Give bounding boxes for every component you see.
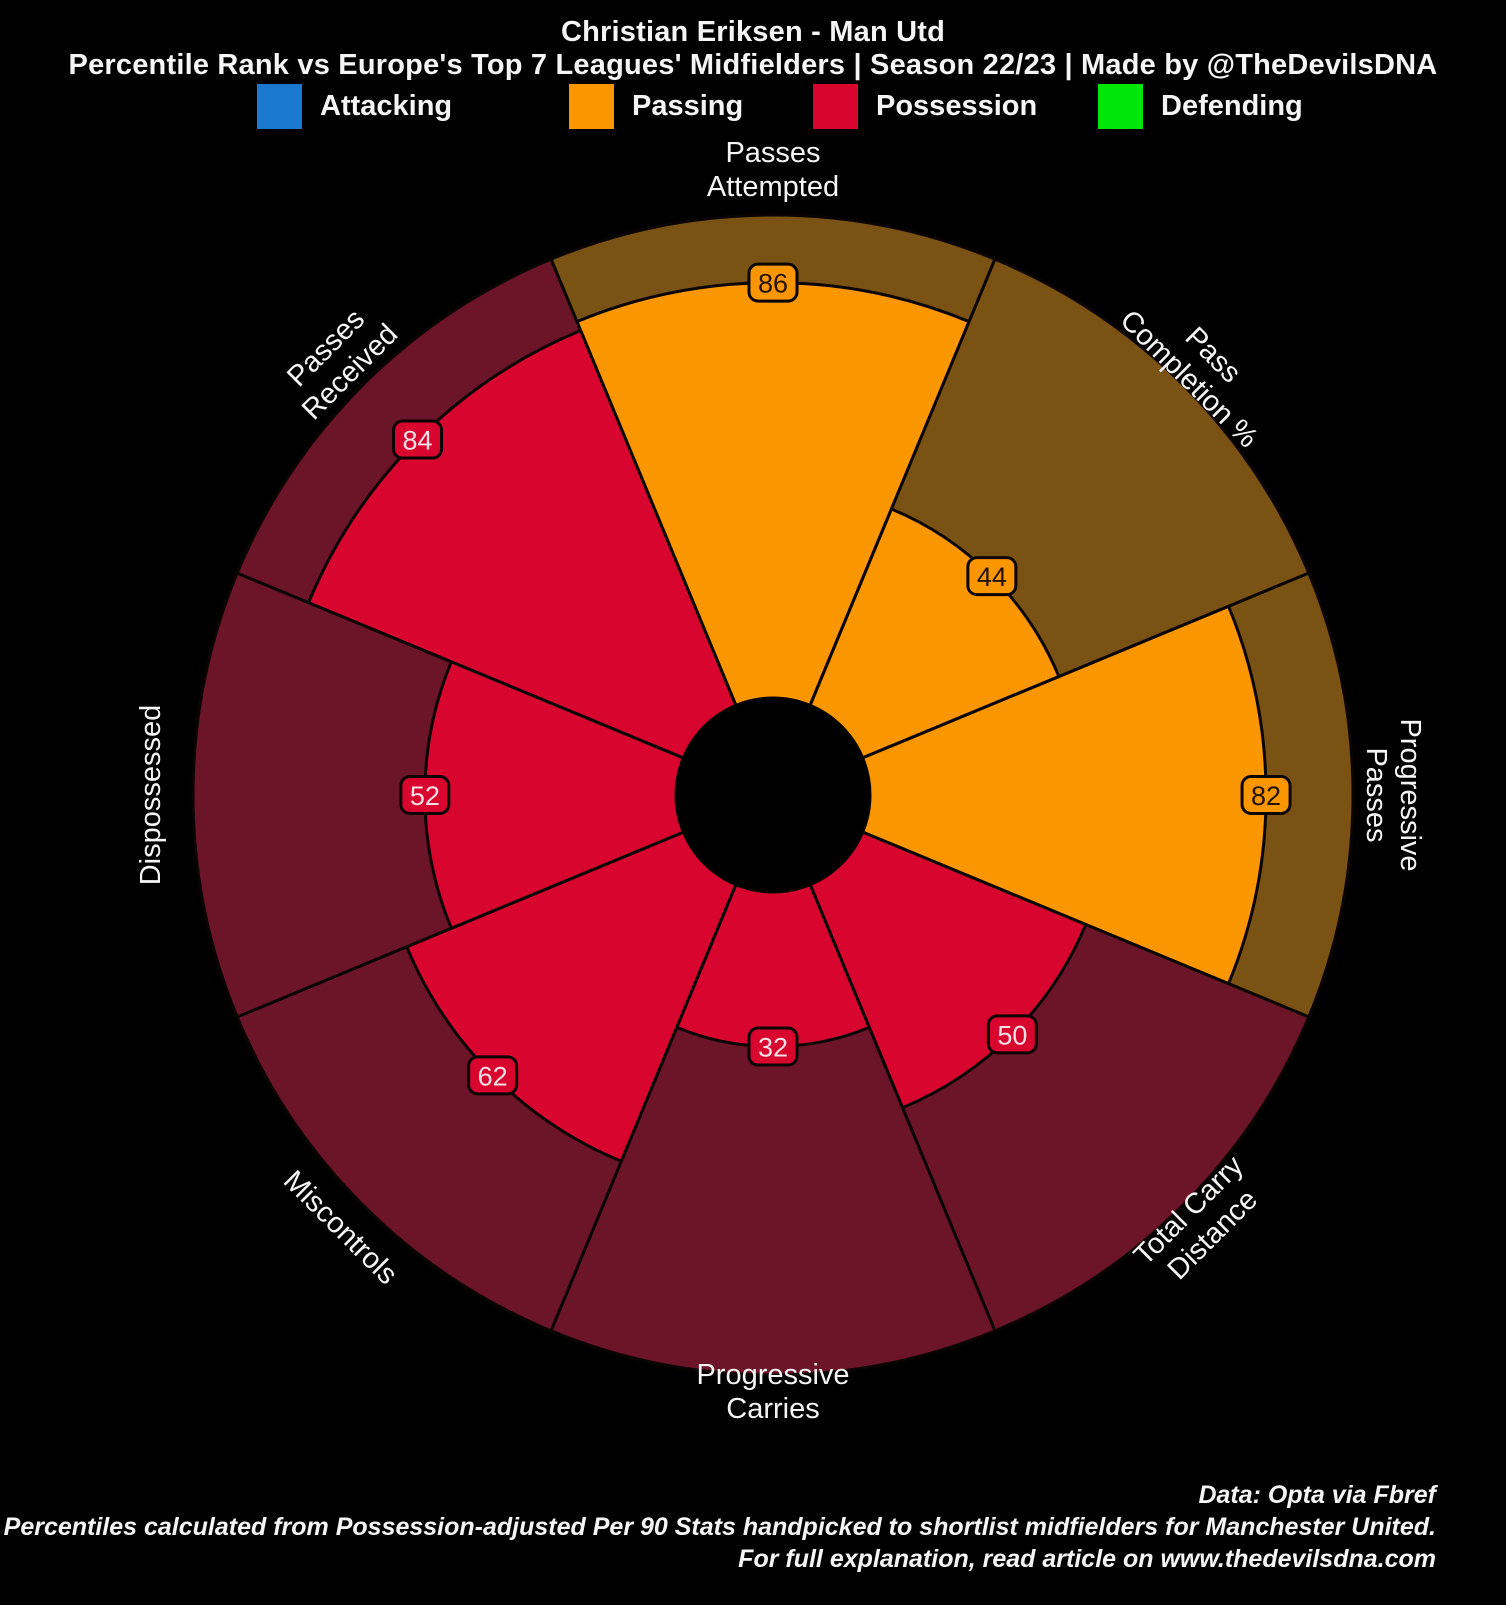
value-badge-total-carry-distance bbox=[986, 1014, 1038, 1055]
value-badge-passes-received bbox=[392, 419, 444, 460]
center-hole bbox=[676, 698, 870, 892]
slice-label-dispossessed: Dispossessed bbox=[135, 705, 167, 886]
value-badge-progressive-carries bbox=[747, 1026, 799, 1067]
footer-credits: Data: Opta via Fbref Percentiles calcula… bbox=[4, 1479, 1436, 1575]
value-progressive-carries: 32 bbox=[758, 1033, 788, 1063]
slice-label-progressive-carries: Progressive Carries bbox=[696, 1359, 849, 1425]
value-progressive-passes: 82 bbox=[1251, 781, 1281, 811]
legend-item-passing: Passing bbox=[569, 83, 743, 129]
value-miscontrols: 62 bbox=[478, 1061, 508, 1091]
legend-label-attacking: Attacking bbox=[320, 89, 453, 122]
value-pass-completion: 44 bbox=[977, 562, 1007, 592]
legend-item-possession: Possession bbox=[813, 83, 1037, 129]
value-badge-dispossessed bbox=[399, 775, 451, 815]
legend-item-defending: Defending bbox=[1098, 83, 1303, 129]
slice-label-passes-attempted: Passes Attempted bbox=[707, 137, 839, 203]
legend-label-defending: Defending bbox=[1161, 89, 1303, 122]
footer-method-note: Percentiles calculated from Possession-a… bbox=[3, 1513, 1436, 1541]
value-badge-passes-attempted bbox=[747, 262, 799, 303]
attacking-swatch bbox=[257, 83, 302, 129]
footer-data-source: Data: Opta via Fbref bbox=[1198, 1481, 1436, 1509]
legend-label-possession: Possession bbox=[876, 89, 1038, 122]
value-badge-miscontrols bbox=[467, 1055, 519, 1096]
value-badge-pass-completion bbox=[966, 556, 1018, 597]
legend-item-attacking: Attacking bbox=[257, 83, 452, 129]
possession-swatch bbox=[813, 83, 858, 129]
page-subtitle: Percentile Rank vs Europe's Top 7 League… bbox=[68, 49, 1438, 81]
value-badge-progressive-passes bbox=[1240, 775, 1292, 815]
defending-swatch bbox=[1098, 83, 1143, 129]
footer-article-note: For full explanation, read article on ww… bbox=[738, 1545, 1436, 1573]
value-passes-received: 84 bbox=[402, 426, 432, 456]
value-dispossessed: 52 bbox=[410, 781, 440, 811]
slice-label-progressive-passes: ProgressivePasses bbox=[1360, 718, 1426, 871]
value-passes-attempted: 86 bbox=[758, 269, 788, 299]
page-title: Christian Eriksen - Man Utd bbox=[560, 16, 946, 48]
value-total-carry-distance: 50 bbox=[997, 1020, 1027, 1050]
passing-swatch bbox=[569, 83, 614, 129]
legend-label-passing: Passing bbox=[632, 89, 744, 122]
